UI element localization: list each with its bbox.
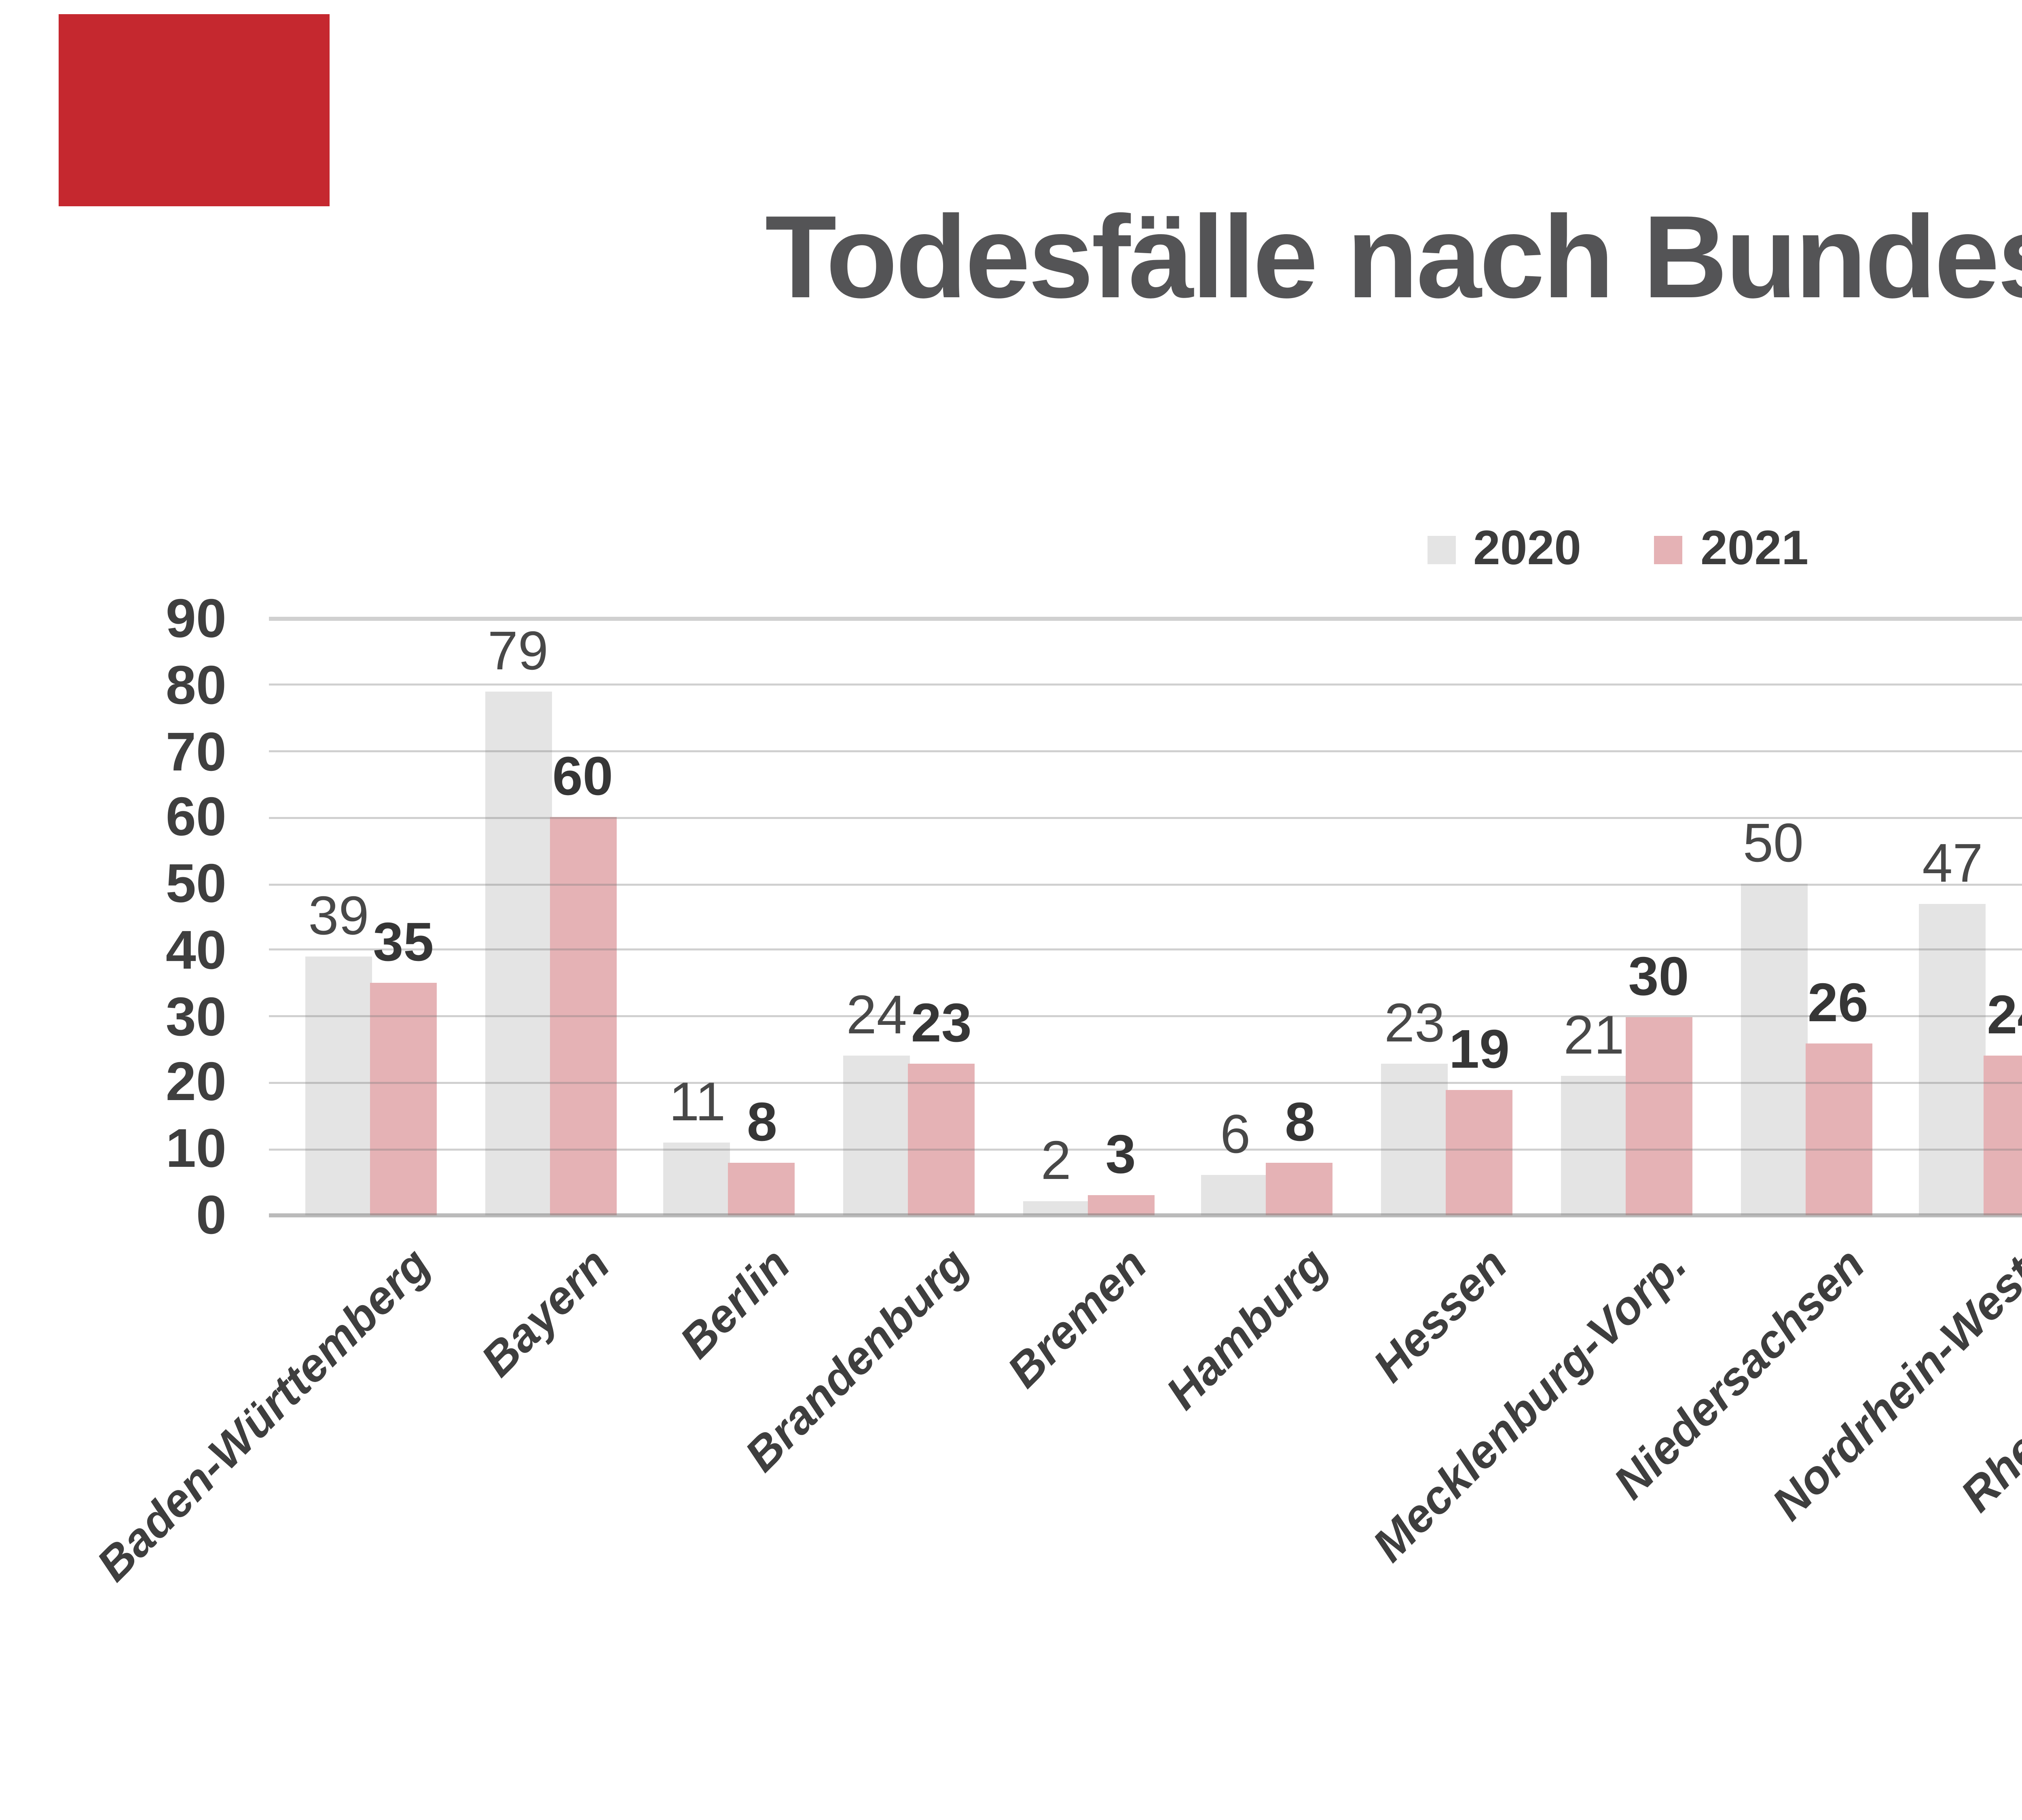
bar-2021	[549, 817, 616, 1215]
y-tick-label: 10	[165, 1119, 226, 1180]
value-label-2021: 19	[1449, 1018, 1510, 1079]
gridline	[269, 617, 2022, 620]
bar-2020	[1381, 1063, 1448, 1215]
legend-item-2021: 2021	[1654, 522, 1808, 578]
x-category-label: Berlin	[668, 1238, 799, 1368]
bar-2020	[1561, 1076, 1628, 1215]
gridline	[269, 882, 2022, 885]
value-label-2021: 3	[1105, 1124, 1136, 1185]
x-category-label: Hamburg	[1155, 1238, 1337, 1419]
value-label-2020: 21	[1563, 1005, 1624, 1066]
value-label-2020: 23	[1384, 992, 1445, 1053]
value-label-2020: 50	[1743, 813, 1804, 874]
bar-2020	[305, 957, 372, 1215]
y-tick-label: 70	[165, 721, 226, 782]
y-tick-label: 0	[196, 1185, 226, 1246]
value-label-2021: 35	[373, 912, 434, 973]
y-tick-label: 90	[165, 588, 226, 649]
value-label-2021: 8	[1285, 1091, 1316, 1152]
y-tick-label: 80	[165, 654, 226, 715]
value-label-2021: 8	[747, 1091, 777, 1152]
bar-2021	[1625, 1016, 1692, 1215]
value-label-2020: 39	[308, 886, 369, 947]
x-category-label: Mecklenburg-Vorp.	[1362, 1238, 1696, 1572]
legend-label-2021: 2021	[1701, 522, 1808, 576]
value-label-2021: 26	[1807, 972, 1869, 1033]
bar-2021	[1087, 1195, 1154, 1215]
gridline	[269, 816, 2022, 819]
value-label-2020: 24	[846, 985, 907, 1046]
y-tick-label: 30	[165, 986, 226, 1047]
gridline	[269, 949, 2022, 952]
chart-title: Todesfälle nach Bundesländern	[765, 192, 2022, 324]
bar-2021	[728, 1162, 795, 1215]
value-label-2021: 30	[1628, 946, 1689, 1007]
gridline	[269, 1015, 2022, 1018]
axis-baseline	[269, 1213, 2022, 1218]
bar-2021	[908, 1063, 975, 1215]
y-tick-label: 50	[165, 853, 226, 914]
bar-2020	[1919, 904, 1986, 1215]
legend-label-2020: 2020	[1473, 522, 1581, 576]
bar-2021	[370, 983, 437, 1215]
y-tick-label: 60	[165, 787, 226, 848]
legend-item-2020: 2020	[1427, 522, 1581, 578]
bar-2021	[1267, 1162, 1334, 1215]
value-label-2020: 79	[487, 621, 549, 682]
x-category-label: Bayern	[471, 1238, 620, 1386]
x-category-label: Baden-Württemberg	[87, 1238, 440, 1591]
gridline	[269, 684, 2022, 686]
bar-2021	[1804, 1043, 1872, 1215]
bar-2021	[1446, 1089, 1513, 1215]
gridline	[269, 1081, 2022, 1084]
legend-swatch-2021	[1654, 536, 1682, 564]
bar-2021	[1984, 1056, 2022, 1215]
value-label-2020: 6	[1220, 1105, 1251, 1166]
value-label-2020: 47	[1922, 833, 1983, 894]
legend: 2020 2021	[0, 522, 2022, 578]
y-tick-label: 20	[165, 1052, 226, 1113]
y-tick-label: 40	[165, 920, 226, 981]
legend-swatch-2020	[1427, 536, 1455, 564]
bar-2020	[664, 1142, 731, 1215]
bar-2020	[484, 692, 552, 1215]
x-category-label: Hessen	[1362, 1238, 1516, 1392]
red-annotation-block	[59, 14, 330, 206]
value-label-2021: 60	[552, 747, 613, 808]
value-label-2021: 23	[911, 992, 972, 1053]
value-label-2020: 2	[1041, 1131, 1071, 1192]
gridline	[269, 750, 2022, 753]
bar-2020	[1740, 884, 1807, 1215]
x-category-label: Bremen	[998, 1238, 1158, 1397]
bar-2020	[1202, 1175, 1269, 1215]
bar-2020	[843, 1056, 910, 1215]
gridline	[269, 1148, 2022, 1150]
value-label-2020: 11	[669, 1071, 726, 1132]
value-label-2021: 24	[1987, 985, 2022, 1046]
